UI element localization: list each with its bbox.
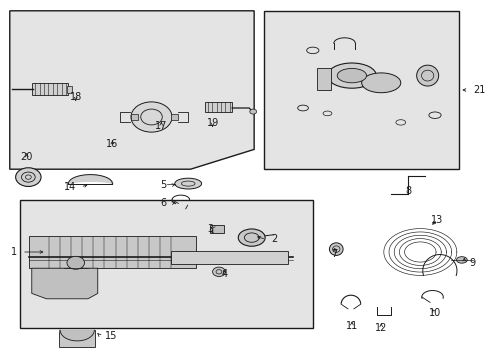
Bar — [171, 114, 178, 120]
Text: 9: 9 — [468, 258, 474, 268]
Bar — [67, 86, 72, 93]
Ellipse shape — [238, 229, 264, 246]
Text: 21: 21 — [472, 85, 485, 95]
Bar — [171, 251, 288, 264]
Ellipse shape — [327, 63, 376, 88]
Bar — [29, 236, 195, 268]
Circle shape — [212, 267, 225, 276]
Bar — [210, 225, 224, 233]
Text: 16: 16 — [106, 139, 118, 149]
Bar — [205, 102, 232, 112]
Circle shape — [249, 109, 256, 114]
Bar — [316, 68, 331, 90]
Text: 19: 19 — [206, 118, 218, 128]
Circle shape — [16, 168, 41, 186]
Text: 20: 20 — [20, 152, 33, 162]
Bar — [32, 83, 68, 95]
Text: 1: 1 — [11, 247, 17, 257]
Text: 6: 6 — [160, 198, 166, 208]
Text: 15: 15 — [105, 331, 117, 341]
Text: 5: 5 — [160, 180, 166, 190]
Ellipse shape — [456, 257, 467, 263]
Ellipse shape — [337, 68, 366, 83]
Text: 7: 7 — [331, 249, 337, 259]
Text: 17: 17 — [155, 121, 167, 131]
Polygon shape — [60, 330, 94, 341]
Polygon shape — [10, 11, 254, 169]
Polygon shape — [32, 268, 98, 299]
Text: 8: 8 — [404, 186, 410, 196]
Text: 2: 2 — [271, 234, 277, 244]
Text: 13: 13 — [430, 215, 443, 225]
Text: 11: 11 — [345, 321, 357, 331]
Text: 4: 4 — [222, 269, 227, 279]
Bar — [264, 11, 459, 169]
Text: 14: 14 — [63, 182, 76, 192]
Ellipse shape — [416, 65, 438, 86]
Bar — [131, 114, 138, 120]
Text: 3: 3 — [207, 224, 213, 234]
Bar — [20, 200, 312, 328]
Ellipse shape — [329, 243, 343, 256]
Bar — [59, 330, 95, 347]
Text: 18: 18 — [69, 92, 81, 102]
Text: 10: 10 — [428, 308, 440, 318]
Circle shape — [131, 102, 172, 132]
Ellipse shape — [361, 73, 400, 93]
Ellipse shape — [174, 178, 201, 189]
Text: 12: 12 — [374, 323, 386, 333]
Circle shape — [67, 256, 84, 269]
